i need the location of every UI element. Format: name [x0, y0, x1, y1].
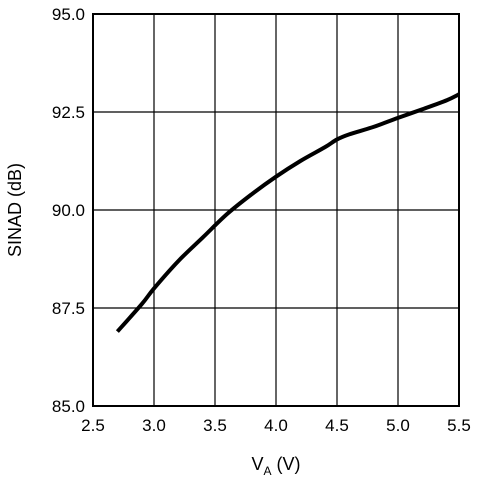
series-lines	[115, 92, 460, 333]
x-tick-label: 3.0	[142, 416, 166, 435]
x-axis-title-subscript: A	[264, 464, 272, 478]
x-tick-label: 3.5	[203, 416, 227, 435]
y-tick-label: 87.5	[52, 299, 85, 318]
tick-labels: 2.5 3.0 3.5 4.0 4.5 5.0 5.5 85.0 87.5 90.0 92.5 95.…	[52, 5, 471, 435]
grid-lines	[92, 13, 460, 407]
x-tick-label: 4.0	[264, 416, 288, 435]
series-line	[115, 92, 460, 333]
y-tick-label: 90.0	[52, 201, 85, 220]
y-tick-label: 92.5	[52, 103, 85, 122]
y-axis-title: SINAD (dB)	[5, 163, 25, 257]
x-axis-title-unit: (V)	[272, 454, 301, 474]
x-tick-label: 2.5	[81, 416, 105, 435]
x-tick-label: 5.5	[447, 416, 471, 435]
x-axis-title-main: V	[251, 454, 263, 474]
x-axis-title: VA (V)	[251, 454, 300, 478]
plot-area-frame	[92, 13, 460, 407]
y-tick-label: 85.0	[52, 397, 85, 416]
y-tick-label: 95.0	[52, 5, 85, 24]
x-tick-label: 4.5	[325, 416, 349, 435]
x-tick-label: 5.0	[386, 416, 410, 435]
